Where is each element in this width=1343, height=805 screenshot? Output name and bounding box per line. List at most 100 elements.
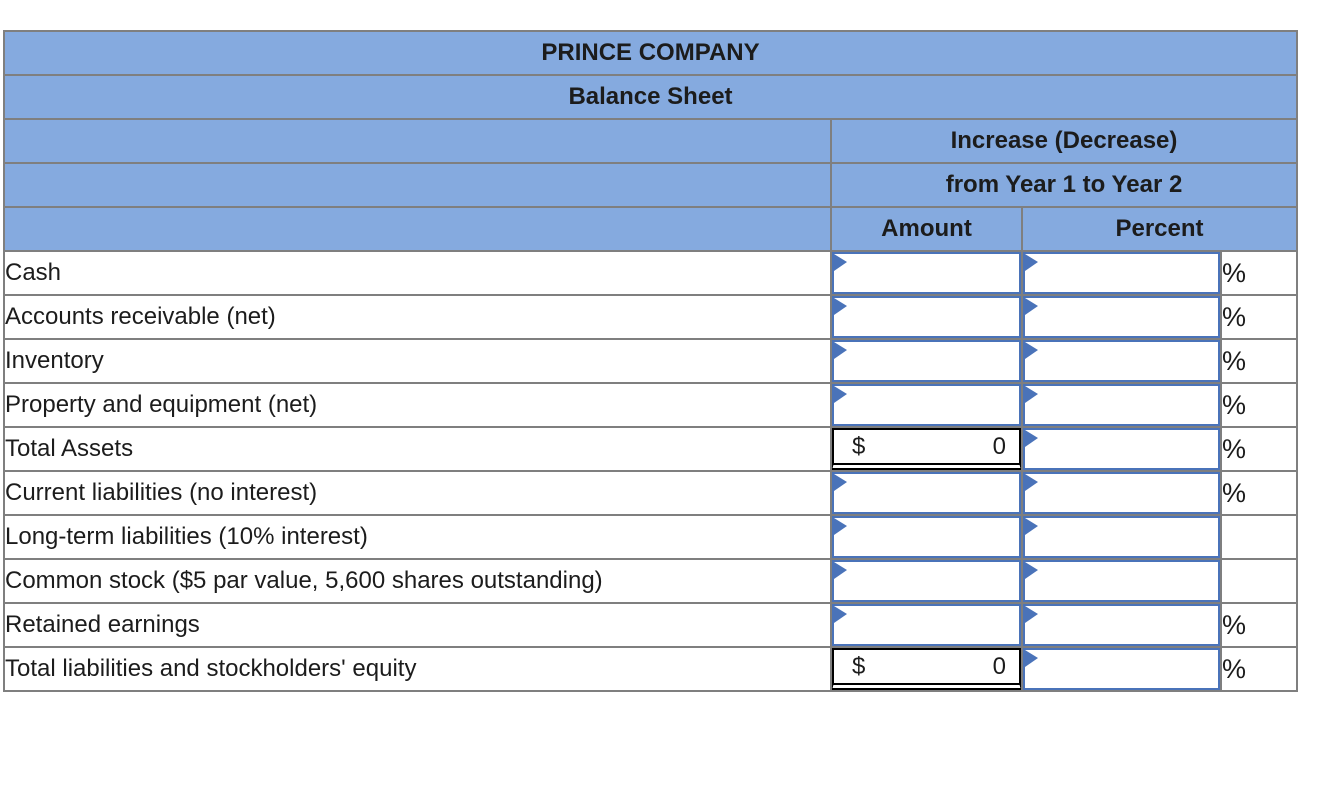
row-label-cell: Property and equipment (net) [3,382,832,428]
amount-cell [830,602,1023,648]
percent-sign: % [1222,433,1247,464]
total-amount-box: $0 [833,649,1020,689]
table-row: Inventory % [3,338,1298,384]
column-header-row: Amount Percent [3,206,1298,252]
percent-input[interactable] [1024,385,1219,425]
amount-input[interactable] [833,605,1020,645]
table-row: Current liabilities (no interest) % [3,470,1298,516]
amount-cell [830,250,1023,296]
percent-cell [1021,338,1222,384]
amount-input[interactable] [833,341,1020,381]
total-amount-value: 0 [992,652,1006,680]
statement-title: Balance Sheet [3,74,1298,120]
total-amount-box: $0 [833,429,1020,469]
input-flag-icon [834,474,847,491]
group-header-line2: from Year 1 to Year 2 [830,162,1298,208]
percent-input[interactable] [1024,517,1219,557]
percent-input[interactable] [1024,649,1219,689]
amount-input[interactable] [833,253,1020,293]
row-label: Current liabilities (no interest) [5,479,318,506]
input-flag-icon [834,562,847,579]
input-flag-icon [834,254,847,271]
amount-cell [830,514,1023,560]
input-flag-icon [1025,518,1038,535]
table-row: Long-term liabilities (10% interest) [3,514,1298,560]
amount-input[interactable] [833,385,1020,425]
percent-cell [1021,470,1222,516]
percent-cell [1021,646,1222,692]
amount-cell: $0 [830,646,1023,692]
percent-cell [1021,426,1222,472]
row-label-cell: Current liabilities (no interest) [3,470,832,516]
row-label-cell: Common stock ($5 par value, 5,600 shares… [3,558,832,604]
table-row: Total liabilities and stockholders' equi… [3,646,1298,692]
input-flag-icon [1025,254,1038,271]
percent-sign: % [1222,389,1247,420]
row-label-cell: Cash [3,250,832,296]
header-spacer-cell [3,206,832,252]
percent-sign: % [1222,345,1247,376]
percent-cell [1021,514,1222,560]
percent-sign-cell [1220,514,1298,560]
row-label: Accounts receivable (net) [5,303,276,330]
currency-symbol: $ [852,652,866,680]
table-row: Common stock ($5 par value, 5,600 shares… [3,558,1298,604]
row-label: Property and equipment (net) [5,391,318,418]
percent-input[interactable] [1024,341,1219,381]
percent-sign-cell [1220,558,1298,604]
amount-cell [830,382,1023,428]
percent-input[interactable] [1024,429,1219,469]
row-label: Cash [5,259,62,286]
table-row: Cash % [3,250,1298,296]
percent-input[interactable] [1024,605,1219,645]
input-flag-icon [1025,430,1038,447]
currency-symbol: $ [852,432,866,460]
amount-column-header: Amount [830,206,1023,252]
percent-sign-cell: % [1220,426,1298,472]
percent-cell [1021,602,1222,648]
row-label-cell: Inventory [3,338,832,384]
percent-input[interactable] [1024,253,1219,293]
table-row: Total Assets $0 % [3,426,1298,472]
percent-input[interactable] [1024,473,1219,513]
input-flag-icon [1025,474,1038,491]
table-row: Property and equipment (net) % [3,382,1298,428]
row-label: Retained earnings [5,611,200,638]
input-flag-icon [834,606,847,623]
percent-sign: % [1222,301,1247,332]
amount-cell [830,558,1023,604]
row-label: Common stock ($5 par value, 5,600 shares… [5,567,603,594]
table-row: Retained earnings % [3,602,1298,648]
input-flag-icon [834,386,847,403]
percent-input[interactable] [1024,561,1219,601]
subtitle-row: Balance Sheet [3,74,1298,120]
amount-input[interactable] [833,297,1020,337]
row-label-cell: Retained earnings [3,602,832,648]
percent-sign-cell: % [1220,602,1298,648]
row-label-cell: Total Assets [3,426,832,472]
input-flag-icon [1025,606,1038,623]
percent-input[interactable] [1024,297,1219,337]
row-label: Long-term liabilities (10% interest) [5,523,368,550]
amount-cell: $0 [830,426,1023,472]
header-spacer-cell [3,162,832,208]
header-spacer-cell [3,118,832,164]
amount-input[interactable] [833,473,1020,513]
amount-cell [830,338,1023,384]
percent-column-header: Percent [1021,206,1298,252]
worksheet: PRINCE COMPANY Balance Sheet Increase (D… [3,30,1298,692]
amount-cell [830,294,1023,340]
input-flag-icon [1025,298,1038,315]
percent-cell [1021,294,1222,340]
table-row: Accounts receivable (net) % [3,294,1298,340]
percent-cell [1021,382,1222,428]
percent-cell [1021,250,1222,296]
amount-input[interactable] [833,561,1020,601]
row-label-cell: Long-term liabilities (10% interest) [3,514,832,560]
title-row: PRINCE COMPANY [3,30,1298,76]
company-name: PRINCE COMPANY [3,30,1298,76]
amount-cell [830,470,1023,516]
amount-input[interactable] [833,517,1020,557]
input-flag-icon [834,298,847,315]
percent-sign-cell: % [1220,646,1298,692]
